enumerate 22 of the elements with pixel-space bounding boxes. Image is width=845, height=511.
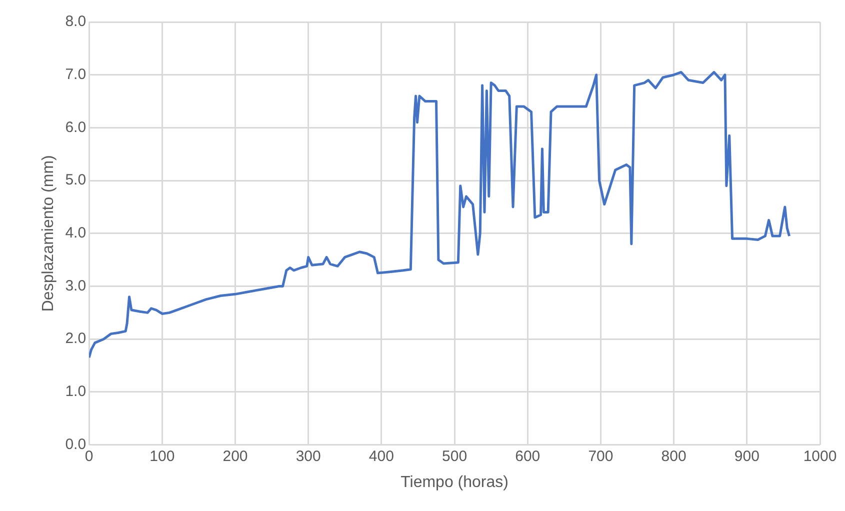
y-tick-label: 6.0 xyxy=(65,118,86,136)
y-tick-label: 2.0 xyxy=(65,330,86,348)
y-tick-label: 3.0 xyxy=(65,277,86,294)
y-axis-title: Desplazamiento (mm) xyxy=(40,155,58,312)
x-tick-label: 100 xyxy=(150,448,175,465)
x-tick-label: 0 xyxy=(84,448,94,465)
x-axis-title: Tiempo (horas) xyxy=(400,474,508,491)
x-tick-label: 400 xyxy=(368,448,394,465)
x-tick-label: 900 xyxy=(734,448,760,465)
y-tick-label: 8.0 xyxy=(65,13,86,30)
x-tick-label: 600 xyxy=(515,448,540,465)
x-tick-label: 800 xyxy=(661,448,686,465)
y-tick-label: 5.0 xyxy=(65,172,86,189)
x-tick-label: 700 xyxy=(588,448,614,465)
x-tick-label: 500 xyxy=(442,448,468,465)
y-tick-label: 4.0 xyxy=(65,224,86,242)
y-tick-label: 0.0 xyxy=(65,436,86,453)
x-tick-label: 200 xyxy=(222,448,248,465)
x-tick-label: 300 xyxy=(296,448,321,465)
y-tick-label: 1.0 xyxy=(65,383,86,400)
y-tick-label: 7.0 xyxy=(65,66,86,83)
x-tick-label: 1000 xyxy=(803,448,837,465)
